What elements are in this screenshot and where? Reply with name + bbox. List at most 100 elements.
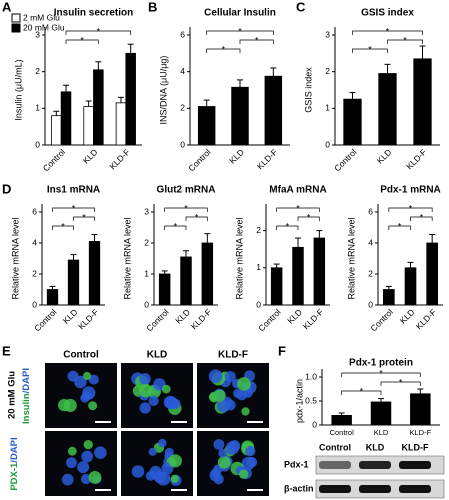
panel-label: B: [148, 0, 157, 14]
y-tick-label: 0: [35, 139, 40, 149]
bar: [67, 259, 80, 306]
cell: [77, 461, 90, 474]
lane-label: KLD: [366, 442, 385, 452]
x-tick-label: Control: [144, 307, 171, 334]
legend-label: 2 mM Glu: [23, 12, 60, 22]
significance-label: *: [222, 44, 226, 54]
cell: [161, 384, 171, 394]
bar: [46, 289, 59, 306]
cell: [148, 395, 159, 406]
cell: [237, 377, 251, 391]
cell: [246, 456, 258, 468]
blot-band: [359, 461, 391, 469]
cell: [138, 384, 153, 398]
cell: [156, 471, 171, 486]
chart-title: Ins1 mRNA: [47, 185, 100, 196]
y-tick-label: 1: [35, 103, 40, 113]
bar: [115, 102, 127, 146]
panel-label: E: [2, 343, 11, 358]
x-tick-label: KLD: [374, 428, 389, 437]
significance-label: *: [72, 203, 76, 213]
significance-label: *: [255, 35, 259, 45]
significance-bracket: [387, 39, 423, 44]
cell: [218, 448, 228, 458]
y-tick-label: 2: [256, 225, 261, 235]
y-axis-label: Relative mRNA level: [10, 217, 20, 299]
cell: [94, 446, 107, 459]
y-tick-label: 1: [256, 262, 261, 272]
bar: [125, 52, 136, 146]
significance-label: *: [307, 212, 311, 222]
x-tick-label: Control: [186, 147, 213, 174]
cell: [213, 389, 226, 402]
y-tick-label: 0: [312, 419, 317, 429]
bar: [158, 273, 171, 306]
bar: [404, 267, 417, 306]
cell: [213, 474, 224, 485]
significance-bracket: [276, 207, 320, 212]
x-tick-label: KLD-F: [189, 307, 213, 331]
column-label: KLD: [147, 350, 168, 361]
cell: [81, 450, 94, 463]
significance-label: *: [184, 203, 188, 213]
x-tick-label: Control: [332, 147, 359, 174]
legend-swatch: [11, 23, 21, 33]
bar: [93, 69, 104, 146]
bar: [343, 98, 362, 146]
y-axis-label: GSIS index: [303, 67, 313, 113]
bar: [88, 241, 101, 306]
cell: [148, 447, 157, 456]
y-tick-label: 1: [325, 103, 330, 113]
blot-band: [359, 485, 391, 493]
bar: [60, 91, 72, 146]
y-tick-label: 0.5: [305, 395, 317, 405]
y-axis-label: Insulin (μU/mL): [13, 59, 23, 120]
y-tick-label: 2: [180, 103, 185, 113]
micrograph: [121, 431, 193, 496]
blot-band: [399, 485, 431, 493]
bar: [270, 267, 283, 306]
lane-label: Control: [319, 442, 351, 452]
blot-row-label: β-actin: [284, 483, 314, 493]
bar: [231, 86, 249, 146]
significance-label: *: [286, 221, 290, 231]
y-axis-label: Relative mRNA level: [122, 217, 132, 299]
cell: [88, 471, 102, 484]
x-tick-label: Control: [41, 147, 68, 174]
cell: [216, 399, 230, 413]
bar: [51, 115, 62, 146]
chart-title: Cellular Insulin: [204, 8, 276, 19]
cell: [208, 369, 223, 384]
y-tick-label: 6: [368, 206, 373, 216]
bar: [383, 289, 395, 306]
significance-label: *: [360, 386, 364, 396]
significance-bracket: [297, 216, 320, 221]
y-tick-label: 4: [32, 237, 37, 247]
significance-bracket: [388, 225, 411, 230]
significance-label: *: [296, 203, 300, 213]
bar: [292, 246, 304, 306]
y-tick-label: 2: [368, 268, 373, 278]
y-tick-label: 0: [368, 299, 373, 309]
cell: [164, 396, 179, 410]
x-tick-label: KLD-F: [76, 307, 100, 331]
cell: [238, 469, 249, 479]
legend-swatch: [11, 13, 21, 23]
significance-bracket: [52, 225, 74, 230]
row-label-dapi: /DAPI: [21, 368, 32, 393]
cell: [88, 401, 98, 411]
panel-label: D: [2, 181, 11, 196]
y-tick-label: 2: [325, 66, 330, 76]
x-tick-label: KLD: [398, 307, 417, 326]
bar: [410, 393, 431, 426]
condition-label: 20 mM Glu: [7, 371, 18, 419]
significance-label: *: [195, 212, 199, 222]
y-tick-label: 0: [180, 139, 185, 149]
bar: [83, 106, 94, 146]
significance-bracket: [73, 216, 95, 221]
x-tick-label: Control: [256, 307, 283, 334]
bar: [201, 242, 214, 306]
y-tick-label: 0: [32, 299, 37, 309]
row-label-stain: PDX-1: [9, 462, 20, 491]
bar: [378, 73, 397, 146]
